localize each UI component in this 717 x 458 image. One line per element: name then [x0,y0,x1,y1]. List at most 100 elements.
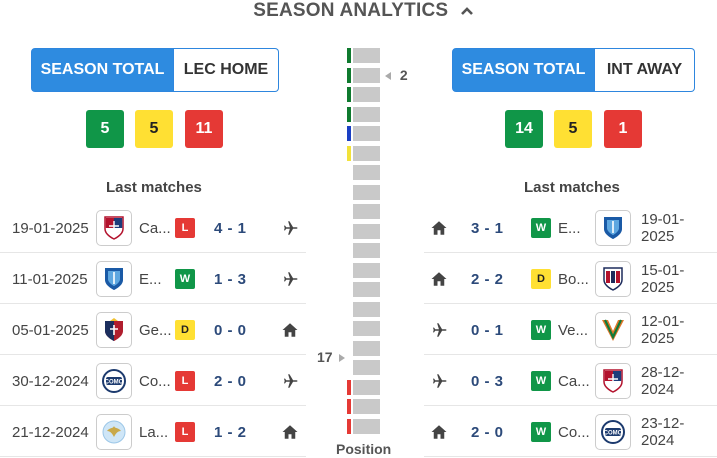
match-score: 0 - 0 [214,321,247,339]
position-slot [347,204,380,219]
result-badge: W [175,269,195,289]
match-score: 2 - 0 [471,423,504,441]
match-date: 30-12-2024 [12,372,89,390]
match-date: 23-12-2024 [641,415,685,449]
opponent-name: E... [558,219,581,237]
opponent-name: La... [139,423,169,441]
position-slot [347,360,380,375]
match-score: 2 - 2 [471,270,504,288]
tab-season-total-right[interactable]: SEASON TOTAL [452,48,595,92]
match-score: 1 - 3 [214,270,247,288]
match-row[interactable]: 2 - 2 D Bo... 15-01-2025 [424,254,717,304]
result-badge: D [175,320,195,340]
result-badge: L [175,218,195,238]
result-badge: L [175,371,195,391]
result-badge: W [531,422,551,442]
right-draws-badge: 5 [554,110,592,148]
match-score: 4 - 1 [214,219,247,237]
position-slot [347,340,380,356]
position-slot [347,126,380,141]
left-draws-badge: 5 [135,110,173,148]
home-icon [430,203,448,253]
match-date: 19-01-2025 [12,219,89,237]
team-crest-lazio [96,414,132,450]
home-icon [281,305,299,355]
svg-text:COMO: COMO [604,431,623,437]
plane-icon [430,356,448,406]
position-slot [347,379,380,395]
team-crest-como: COMO [96,363,132,399]
match-score: 1 - 2 [214,423,247,441]
team-crest-bologna [595,261,631,297]
result-badge: D [531,269,551,289]
match-date: 28-12-2024 [641,364,685,398]
position-slot [347,106,380,122]
position-slot [347,165,380,180]
match-row[interactable]: 05-01-2025 Ge... D 0 - 0 [0,305,306,355]
match-date: 21-12-2024 [12,423,89,441]
match-row[interactable]: 30-12-2024 COMO Co... L 2 - 0 [0,356,306,406]
result-badge: W [531,371,551,391]
team-crest-venezia [595,312,631,348]
position-slot [347,87,380,102]
opponent-name: Co... [558,423,590,441]
right-last-matches-title: Last matches [524,179,620,196]
position-slot [347,262,380,278]
position-slot [347,184,380,200]
svg-text:COMO: COMO [105,380,124,386]
team-crest-genoa [96,312,132,348]
match-row[interactable]: 11-01-2025 E... W 1 - 3 [0,254,306,304]
opponent-name: Co... [139,372,171,390]
match-row[interactable]: 3 - 1 W E... 19-01-2025 [424,203,717,253]
team-crest-como: COMO [595,414,631,450]
position-slot [347,282,380,297]
home-icon [430,407,448,457]
left-last-matches-title: Last matches [106,179,202,196]
match-date: 19-01-2025 [641,211,685,245]
left-wins-badge: 5 [86,110,124,148]
result-badge: W [531,320,551,340]
position-slot [347,67,380,83]
tab-int-away[interactable]: INT AWAY [595,48,695,92]
opponent-name: Ve... [558,321,589,339]
match-row[interactable]: 2 - 0 W Co... COMO 23-12-2024 [424,407,717,457]
right-wins-badge: 14 [505,110,543,148]
position-slot [347,321,380,336]
right-tabs: SEASON TOTAL INT AWAY [452,48,695,92]
match-score: 0 - 3 [471,372,504,390]
position-slot [347,223,380,239]
match-row[interactable]: 19-01-2025 Ca... L 4 - 1 [0,203,306,253]
position-slot [347,301,380,317]
right-losses-badge: 1 [604,110,642,148]
match-date: 05-01-2025 [12,321,89,339]
home-icon [281,407,299,457]
position-slot [347,48,380,63]
plane-icon [281,254,299,304]
section-title-text: SEASON ANALYTICS [253,0,449,22]
tab-lec-home[interactable]: LEC HOME [174,48,279,92]
opponent-name: Bo... [558,270,589,288]
position-slot [347,145,380,161]
opponent-name: Ca... [558,372,590,390]
result-badge: L [175,422,195,442]
match-date: 12-01-2025 [641,313,685,347]
match-score: 2 - 0 [214,372,247,390]
opponent-name: E... [139,270,162,288]
tab-season-total-left[interactable]: SEASON TOTAL [31,48,174,92]
match-score: 0 - 1 [471,321,504,339]
pointer-right-icon [339,354,346,363]
right-team-position: 2 [384,67,408,83]
position-slot [347,418,380,434]
position-slot [347,243,380,258]
section-title[interactable]: SEASON ANALYTICS [0,0,717,24]
match-row[interactable]: 21-12-2024 La... L 1 - 2 [0,407,306,457]
left-tabs: SEASON TOTAL LEC HOME [31,48,279,92]
match-date: 15-01-2025 [641,262,685,296]
team-crest-empoli [595,210,631,246]
plane-icon [281,356,299,406]
match-row[interactable]: 0 - 3 W Ca... 28-12-2024 [424,356,717,406]
match-score: 3 - 1 [471,219,504,237]
position-slot [347,399,380,414]
opponent-name: Ge... [139,321,172,339]
match-row[interactable]: 0 - 1 W Ve... 12-01-2025 [424,305,717,355]
